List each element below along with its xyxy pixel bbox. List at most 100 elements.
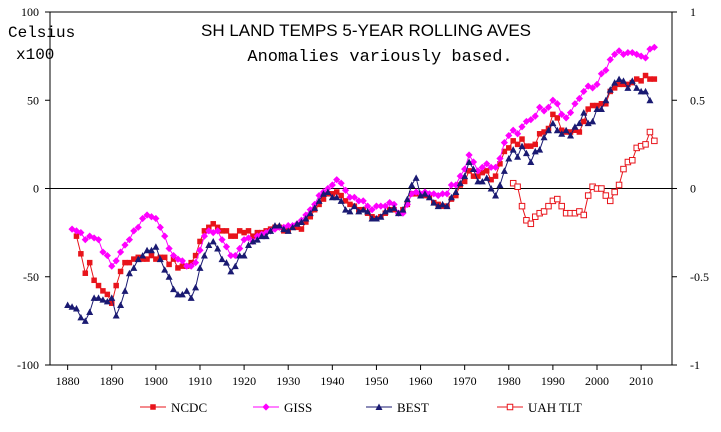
- data-point: [328, 181, 336, 189]
- data-point: [589, 102, 596, 109]
- y-tick-label: 100: [21, 5, 39, 19]
- data-point: [315, 197, 323, 204]
- data-point: [150, 404, 156, 410]
- x-axis-ticks: 1880 1890 1900 1910 1920 1930 1940 1950 1960 1970…: [56, 365, 653, 388]
- data-point: [152, 243, 160, 250]
- data-point: [531, 147, 539, 155]
- data-point: [109, 300, 115, 306]
- data-point: [174, 255, 182, 263]
- legend: NCDC GISS BEST UAH TLT: [140, 400, 582, 415]
- data-point: [572, 127, 578, 134]
- data-point: [214, 227, 222, 235]
- x-tick-label: 2010: [629, 374, 653, 388]
- data-point: [342, 206, 350, 213]
- data-point: [311, 204, 319, 211]
- data-point: [474, 177, 482, 185]
- data-point: [196, 246, 204, 254]
- data-point: [187, 262, 195, 270]
- data-point: [624, 84, 632, 91]
- data-point: [130, 227, 138, 235]
- data-point: [210, 221, 216, 227]
- data-point: [236, 228, 243, 234]
- data-point: [143, 246, 151, 254]
- y2-tick-label: -0.5: [690, 270, 709, 284]
- data-point: [196, 264, 204, 271]
- data-point: [461, 178, 468, 185]
- data-point: [585, 106, 591, 112]
- data-point: [584, 82, 592, 90]
- data-point: [510, 138, 516, 144]
- data-point: [134, 255, 142, 263]
- data-point: [492, 192, 500, 199]
- data-point: [306, 209, 314, 217]
- data-point: [425, 193, 433, 201]
- data-point: [417, 192, 425, 199]
- data-point: [144, 256, 150, 262]
- data-point: [192, 252, 199, 259]
- data-point: [500, 139, 508, 147]
- data-point: [372, 215, 380, 222]
- data-point: [328, 193, 336, 201]
- data-point: [496, 181, 504, 188]
- data-point: [364, 202, 372, 210]
- data-point: [280, 225, 288, 233]
- data-point: [606, 197, 614, 205]
- data-point: [156, 255, 164, 263]
- data-point: [236, 244, 244, 253]
- data-point: [103, 297, 111, 305]
- data-point: [341, 186, 350, 194]
- data-point: [628, 48, 636, 57]
- legend-label: NCDC: [171, 400, 207, 415]
- data-point: [121, 241, 129, 249]
- data-point: [113, 282, 119, 289]
- data-point: [346, 207, 354, 215]
- data-point: [117, 301, 125, 308]
- data-point: [532, 141, 538, 148]
- data-point: [580, 109, 588, 116]
- data-point: [497, 161, 503, 167]
- data-point: [77, 313, 85, 321]
- data-point: [430, 199, 438, 206]
- data-point: [615, 181, 623, 189]
- data-point: [575, 119, 583, 127]
- data-point: [571, 123, 579, 130]
- x-tick-label: 2000: [585, 374, 609, 388]
- y-tick-label: -50: [23, 270, 39, 284]
- data-point: [316, 201, 322, 208]
- data-point: [262, 232, 270, 240]
- data-point: [558, 110, 566, 118]
- data-point: [178, 290, 186, 298]
- data-point: [165, 244, 173, 253]
- data-point: [333, 193, 341, 201]
- data-point: [611, 188, 618, 196]
- data-point: [77, 229, 85, 237]
- data-point: [615, 47, 623, 55]
- legend-item-ncdc: NCDC: [140, 400, 207, 415]
- data-point: [337, 179, 345, 187]
- data-point: [541, 129, 547, 135]
- data-point: [200, 232, 208, 240]
- data-point: [232, 233, 239, 239]
- data-point: [647, 76, 653, 82]
- data-point: [355, 197, 363, 205]
- data-point: [443, 190, 451, 198]
- data-point: [523, 217, 530, 224]
- data-point: [550, 111, 556, 118]
- data-point: [227, 251, 235, 260]
- data-point: [320, 190, 328, 197]
- data-point: [558, 130, 566, 137]
- data-point: [303, 219, 309, 225]
- data-point: [152, 214, 160, 223]
- data-point: [342, 198, 349, 204]
- data-point: [333, 189, 340, 195]
- data-point: [651, 76, 658, 82]
- data-point: [447, 193, 455, 201]
- data-point: [104, 291, 111, 298]
- data-point: [315, 191, 323, 200]
- data-point: [153, 256, 159, 262]
- data-point: [425, 190, 433, 198]
- y2-tick-label: 0: [690, 182, 696, 196]
- x-tick-label: 1930: [276, 374, 300, 388]
- y-tick-label: 0: [33, 182, 39, 196]
- y2-tick-label: 1: [690, 5, 696, 19]
